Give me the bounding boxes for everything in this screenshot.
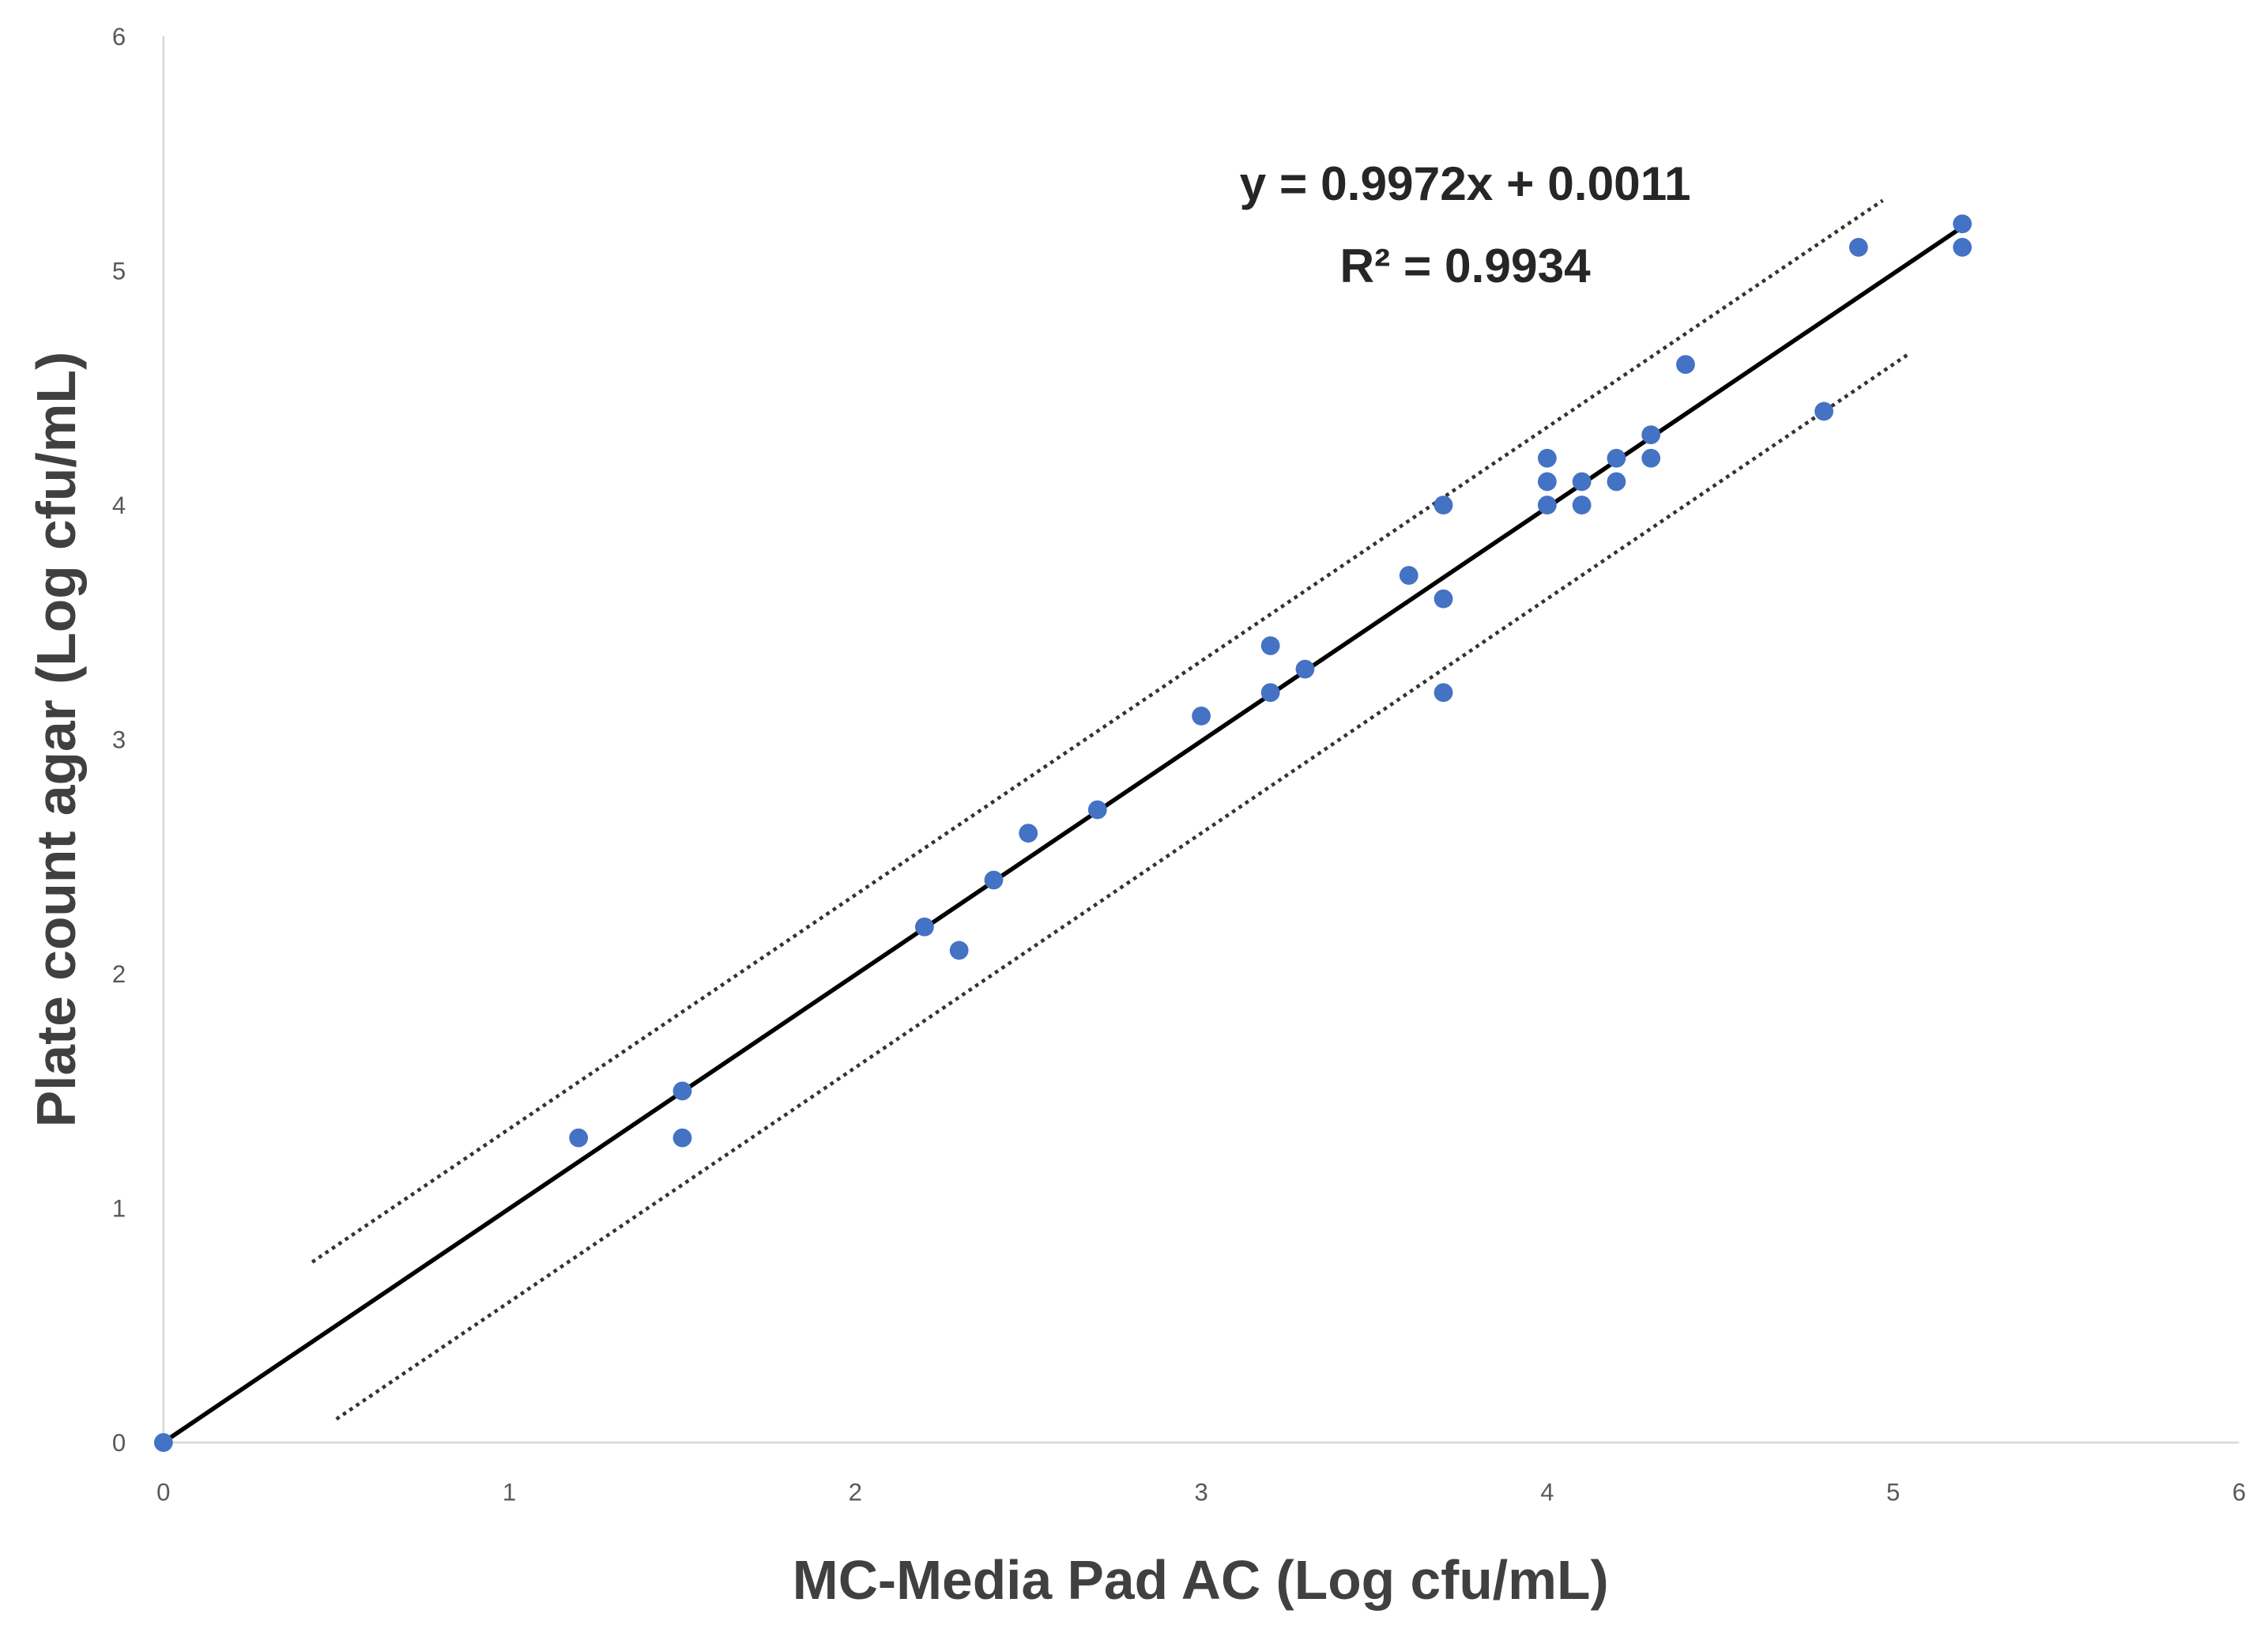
y-tick-label: 3: [112, 726, 126, 754]
y-axis-title: Plate count agar (Log cfu/mL): [25, 352, 87, 1127]
data-point: [672, 1081, 692, 1101]
data-point: [984, 870, 1004, 890]
x-tick-label: 6: [2232, 1478, 2246, 1506]
data-point: [153, 1433, 173, 1453]
data-point: [1434, 496, 1453, 515]
data-point: [569, 1128, 589, 1148]
data-point: [1537, 472, 1557, 492]
data-point: [1641, 425, 1661, 444]
data-point: [1572, 496, 1592, 515]
data-point: [1953, 237, 1972, 257]
data-point: [1260, 636, 1280, 655]
data-point: [1607, 472, 1626, 492]
confidence-bound-line: [311, 198, 1884, 1264]
data-point: [1192, 707, 1211, 726]
trendline: [162, 224, 1964, 1445]
x-tick-label: 0: [156, 1478, 170, 1506]
data-point: [1572, 472, 1592, 492]
data-point: [672, 1128, 692, 1148]
y-tick-label: 6: [112, 23, 126, 51]
x-tick-label: 1: [503, 1478, 516, 1506]
equation-label: y = 0.9972x + 0.0011: [1240, 156, 1691, 210]
y-tick-label: 0: [112, 1429, 126, 1457]
data-point: [1537, 496, 1557, 515]
data-point: [1399, 566, 1418, 585]
data-point: [1295, 659, 1315, 679]
y-tick-label: 1: [112, 1195, 126, 1223]
y-tick-label: 5: [112, 258, 126, 285]
data-point: [1537, 448, 1557, 468]
data-point: [1434, 683, 1453, 703]
data-point: [1019, 824, 1038, 843]
y-tick-label: 4: [112, 492, 126, 519]
x-tick-label: 5: [1886, 1478, 1900, 1506]
x-tick-label: 3: [1194, 1478, 1207, 1506]
x-tick-label: 4: [1540, 1478, 1554, 1506]
axes: [162, 36, 2240, 1444]
data-point: [1676, 355, 1695, 375]
confidence-bound-line: [335, 353, 1908, 1421]
y-tick-label: 2: [112, 960, 126, 988]
data-point: [1607, 448, 1626, 468]
data-point: [1814, 402, 1833, 421]
data-point: [1641, 448, 1661, 468]
data-point: [915, 917, 934, 937]
data-point: [1260, 683, 1280, 703]
data-point: [1848, 237, 1868, 257]
data-point: [1087, 800, 1107, 820]
r-squared-label: R² = 0.9934: [1340, 239, 1592, 292]
x-axis-title: MC-Media Pad AC (Log cfu/mL): [793, 1549, 1609, 1611]
data-point: [1953, 214, 1972, 234]
data-point: [949, 941, 969, 960]
x-tick-label: 2: [849, 1478, 862, 1506]
data-point: [1434, 589, 1453, 609]
